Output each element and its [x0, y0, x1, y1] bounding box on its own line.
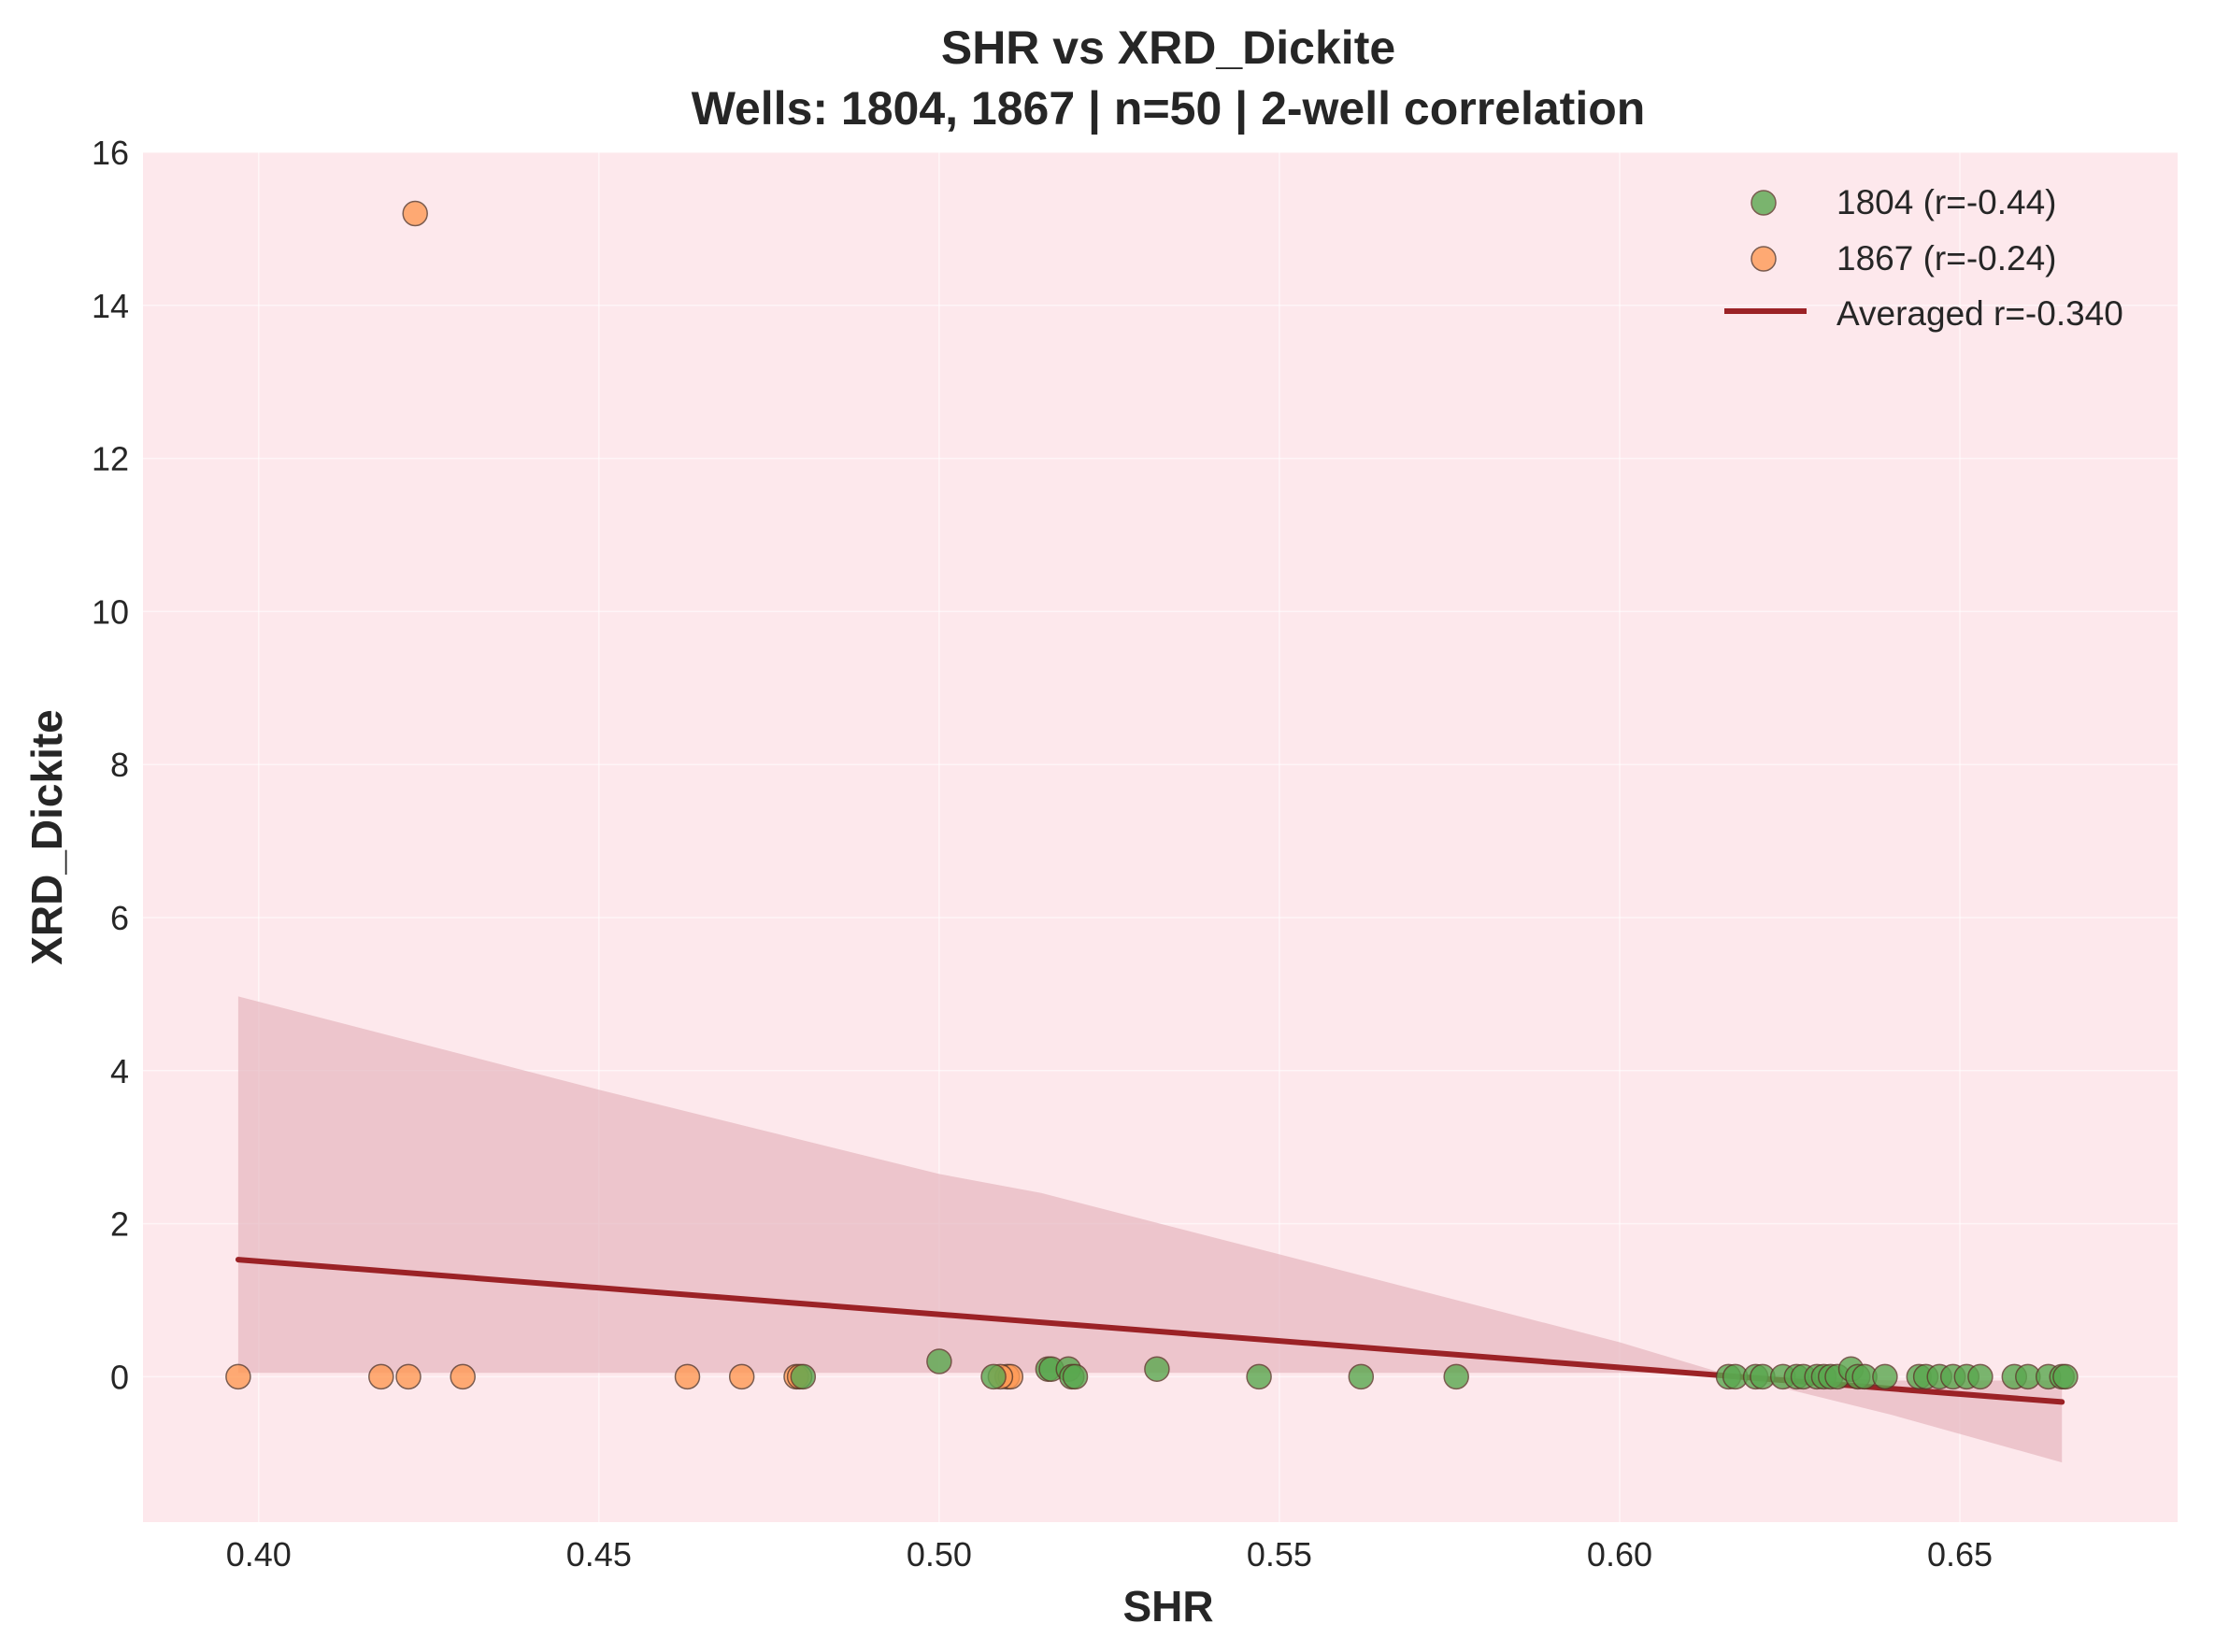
y-tick-label: 4: [110, 1052, 129, 1090]
y-tick-label: 12: [92, 440, 129, 478]
x-axis-label: SHR: [1122, 1582, 1213, 1631]
y-tick-label: 8: [110, 746, 129, 784]
x-axis-ticks: 0.40 0.45 0.50 0.55 0.60 0.65: [226, 1535, 1993, 1574]
legend-marker-1867: [1751, 246, 1777, 272]
legend-label-fit: Averaged r=-0.340: [1836, 294, 2123, 333]
data-point: [1348, 1363, 1375, 1390]
y-axis-ticks: 0 2 4 6 8 10 12 14 16: [92, 134, 129, 1396]
data-point: [1967, 1363, 1994, 1390]
x-tick-label: 0.45: [566, 1535, 632, 1574]
y-axis-label: XRD_Dickite: [22, 709, 71, 965]
data-point: [368, 1363, 394, 1390]
y-tick-label: 14: [92, 287, 129, 325]
data-point: [225, 1363, 251, 1390]
data-point: [1443, 1363, 1469, 1390]
y-tick-label: 10: [92, 592, 129, 631]
x-tick-label: 0.50: [907, 1535, 972, 1574]
data-point: [2052, 1363, 2079, 1390]
data-point: [395, 1363, 422, 1390]
legend-label-1867: 1867 (r=-0.24): [1836, 239, 2057, 278]
x-tick-label: 0.55: [1247, 1535, 1312, 1574]
data-point: [1872, 1363, 1898, 1390]
data-point: [402, 200, 428, 227]
x-tick-label: 0.65: [1927, 1535, 1993, 1574]
data-point: [980, 1363, 1007, 1390]
legend-marker-1804: [1751, 190, 1777, 216]
data-point: [1062, 1363, 1089, 1390]
data-point: [728, 1363, 755, 1390]
data-point: [450, 1363, 476, 1390]
chart-title: SHR vs XRD_Dickite: [941, 21, 1395, 74]
x-tick-label: 0.40: [226, 1535, 292, 1574]
chart-subtitle: Wells: 1804, 1867 | n=50 | 2-well correl…: [692, 82, 1646, 135]
data-point: [1144, 1356, 1170, 1382]
legend-label-1804: 1804 (r=-0.44): [1836, 183, 2057, 221]
y-tick-label: 0: [110, 1358, 129, 1396]
data-point: [926, 1348, 952, 1374]
data-point: [1246, 1363, 1272, 1390]
y-tick-label: 6: [110, 899, 129, 937]
y-tick-label: 16: [92, 134, 129, 172]
data-point: [674, 1363, 701, 1390]
confidence-band: [237, 996, 2063, 1463]
data-point: [790, 1363, 817, 1390]
data-points: [225, 200, 2079, 1390]
x-tick-label: 0.60: [1587, 1535, 1652, 1574]
y-tick-label: 2: [110, 1205, 129, 1244]
confidence-band-area: [237, 996, 2063, 1463]
legend: 1804 (r=-0.44) 1867 (r=-0.24) Averaged r…: [1724, 183, 2123, 333]
